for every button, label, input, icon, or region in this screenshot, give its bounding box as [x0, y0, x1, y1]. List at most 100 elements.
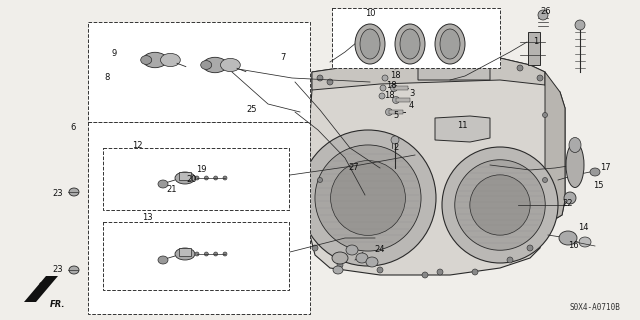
Ellipse shape	[400, 29, 420, 59]
Ellipse shape	[161, 53, 180, 67]
Text: 2: 2	[393, 143, 398, 153]
Polygon shape	[418, 58, 490, 80]
Ellipse shape	[158, 180, 168, 188]
Circle shape	[204, 252, 209, 256]
Circle shape	[472, 269, 478, 275]
Circle shape	[390, 84, 397, 92]
Circle shape	[204, 176, 209, 180]
Bar	[103, 148, 289, 210]
Circle shape	[543, 178, 547, 182]
Polygon shape	[435, 116, 490, 142]
Bar	[88, 122, 310, 314]
Text: 25: 25	[246, 106, 257, 115]
Circle shape	[507, 257, 513, 263]
Text: S0X4-A0710B: S0X4-A0710B	[569, 303, 620, 312]
Ellipse shape	[435, 24, 465, 64]
Circle shape	[317, 75, 323, 81]
Text: 7: 7	[280, 52, 285, 61]
Bar	[103, 222, 289, 290]
Circle shape	[195, 176, 199, 180]
Ellipse shape	[332, 252, 348, 264]
Circle shape	[382, 75, 388, 81]
Circle shape	[537, 75, 543, 81]
Circle shape	[543, 113, 547, 117]
Circle shape	[427, 59, 433, 65]
Ellipse shape	[559, 231, 577, 245]
Circle shape	[223, 252, 227, 256]
Text: 17: 17	[600, 164, 611, 172]
Polygon shape	[310, 58, 565, 275]
Text: 6: 6	[70, 124, 76, 132]
Text: 19: 19	[196, 165, 207, 174]
Circle shape	[331, 161, 405, 236]
Ellipse shape	[440, 29, 460, 59]
Bar	[394, 86, 408, 90]
Text: 18: 18	[390, 70, 401, 79]
Circle shape	[380, 85, 386, 91]
Circle shape	[195, 252, 199, 256]
Ellipse shape	[360, 29, 380, 59]
Circle shape	[385, 108, 392, 116]
Circle shape	[477, 59, 483, 65]
Text: 20: 20	[186, 175, 196, 185]
Ellipse shape	[175, 172, 195, 184]
Ellipse shape	[203, 57, 227, 73]
Text: 14: 14	[578, 223, 589, 233]
Circle shape	[214, 176, 218, 180]
Circle shape	[214, 252, 218, 256]
Ellipse shape	[355, 24, 385, 64]
Ellipse shape	[395, 24, 425, 64]
Circle shape	[379, 93, 385, 99]
Text: 26: 26	[540, 7, 550, 17]
Text: 21: 21	[166, 186, 177, 195]
Circle shape	[377, 267, 383, 273]
Ellipse shape	[356, 253, 368, 263]
Circle shape	[391, 136, 399, 144]
Polygon shape	[528, 32, 540, 65]
Polygon shape	[545, 72, 565, 225]
Circle shape	[392, 63, 398, 69]
Text: 16: 16	[568, 242, 579, 251]
Circle shape	[392, 97, 399, 103]
Text: 15: 15	[593, 181, 604, 190]
Bar	[396, 98, 410, 102]
Ellipse shape	[69, 188, 79, 196]
Text: 18: 18	[386, 82, 397, 91]
Circle shape	[223, 176, 227, 180]
Circle shape	[315, 145, 421, 251]
Text: 22: 22	[562, 198, 573, 207]
Text: 18: 18	[384, 91, 395, 100]
Circle shape	[517, 65, 523, 71]
Text: 12: 12	[132, 140, 143, 149]
Bar	[179, 248, 191, 256]
Circle shape	[437, 269, 443, 275]
Circle shape	[317, 178, 323, 182]
Ellipse shape	[221, 58, 240, 72]
Text: 10: 10	[365, 9, 376, 18]
Text: 9: 9	[112, 50, 117, 59]
Circle shape	[312, 245, 318, 251]
Circle shape	[527, 245, 533, 251]
Ellipse shape	[569, 138, 581, 153]
Text: 4: 4	[409, 100, 414, 109]
Ellipse shape	[143, 52, 167, 68]
Ellipse shape	[366, 257, 378, 267]
Circle shape	[300, 130, 436, 266]
Text: 23: 23	[52, 266, 63, 275]
Ellipse shape	[141, 56, 152, 64]
Text: 13: 13	[142, 213, 152, 222]
Text: 8: 8	[104, 74, 109, 83]
Ellipse shape	[201, 60, 212, 69]
Text: 3: 3	[409, 89, 414, 98]
Ellipse shape	[579, 237, 591, 247]
Circle shape	[442, 147, 558, 263]
Circle shape	[470, 175, 530, 235]
Ellipse shape	[333, 266, 343, 274]
Text: 1: 1	[533, 37, 538, 46]
Ellipse shape	[566, 142, 584, 188]
Bar	[179, 172, 191, 180]
Text: 11: 11	[457, 122, 467, 131]
Ellipse shape	[175, 248, 195, 260]
Ellipse shape	[346, 245, 358, 255]
Circle shape	[422, 272, 428, 278]
